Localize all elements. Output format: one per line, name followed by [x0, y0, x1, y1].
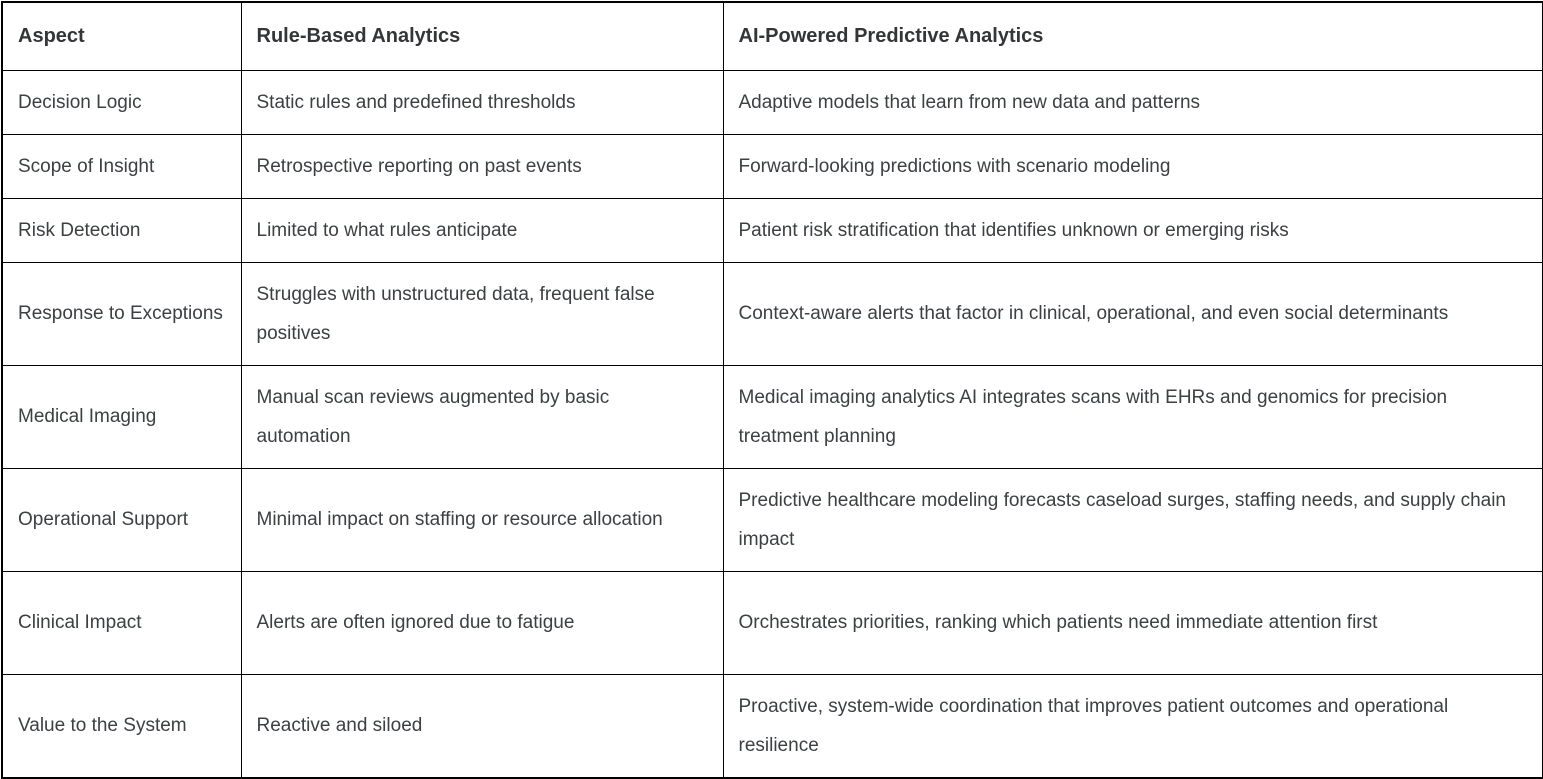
column-header-aspect: Aspect	[1, 1, 242, 71]
cell-aspect: Value to the System	[1, 673, 242, 778]
cell-ai-powered: Predictive healthcare modeling forecasts…	[722, 467, 1543, 572]
cell-rule-based: Limited to what rules anticipate	[240, 197, 724, 263]
header-row: Aspect Rule-Based Analytics AI-Powered P…	[1, 1, 1543, 71]
cell-ai-powered: Patient risk stratification that identif…	[722, 197, 1543, 263]
cell-aspect: Response to Exceptions	[1, 261, 242, 366]
cell-aspect: Medical Imaging	[1, 364, 242, 469]
table-row-medical-imaging: Medical Imaging Manual scan reviews augm…	[1, 364, 1543, 469]
cell-aspect: Decision Logic	[1, 69, 242, 135]
table-row-risk-detection: Risk Detection Limited to what rules ant…	[1, 197, 1543, 263]
cell-rule-based: Struggles with unstructured data, freque…	[240, 261, 724, 366]
table-row-decision-logic: Decision Logic Static rules and predefin…	[1, 69, 1543, 135]
table-row-operational-support: Operational Support Minimal impact on st…	[1, 467, 1543, 572]
table-row-clinical-impact: Clinical Impact Alerts are often ignored…	[1, 570, 1543, 675]
cell-ai-powered: Context-aware alerts that factor in clin…	[722, 261, 1543, 366]
cell-rule-based: Reactive and siloed	[240, 673, 724, 778]
cell-rule-based: Manual scan reviews augmented by basic a…	[240, 364, 724, 469]
cell-aspect: Clinical Impact	[1, 570, 242, 675]
column-header-ai-powered: AI-Powered Predictive Analytics	[722, 1, 1543, 71]
table-row-value-to-the-system: Value to the System Reactive and siloed …	[1, 673, 1543, 778]
cell-rule-based: Minimal impact on staffing or resource a…	[240, 467, 724, 572]
cell-ai-powered: Adaptive models that learn from new data…	[722, 69, 1543, 135]
cell-rule-based: Retrospective reporting on past events	[240, 133, 724, 199]
cell-ai-powered: Medical imaging analytics AI integrates …	[722, 364, 1543, 469]
cell-aspect: Operational Support	[1, 467, 242, 572]
cell-rule-based: Alerts are often ignored due to fatigue	[240, 570, 724, 675]
cell-aspect: Risk Detection	[1, 197, 242, 263]
cell-ai-powered: Orchestrates priorities, ranking which p…	[722, 570, 1543, 675]
cell-ai-powered: Forward-looking predictions with scenari…	[722, 133, 1543, 199]
cell-rule-based: Static rules and predefined thresholds	[240, 69, 724, 135]
cell-aspect: Scope of Insight	[1, 133, 242, 199]
table-row-scope-of-insight: Scope of Insight Retrospective reporting…	[1, 133, 1543, 199]
table-row-response-to-exceptions: Response to Exceptions Struggles with un…	[1, 261, 1543, 366]
cell-ai-powered: Proactive, system-wide coordination that…	[722, 673, 1543, 778]
column-header-rule-based: Rule-Based Analytics	[240, 1, 724, 71]
